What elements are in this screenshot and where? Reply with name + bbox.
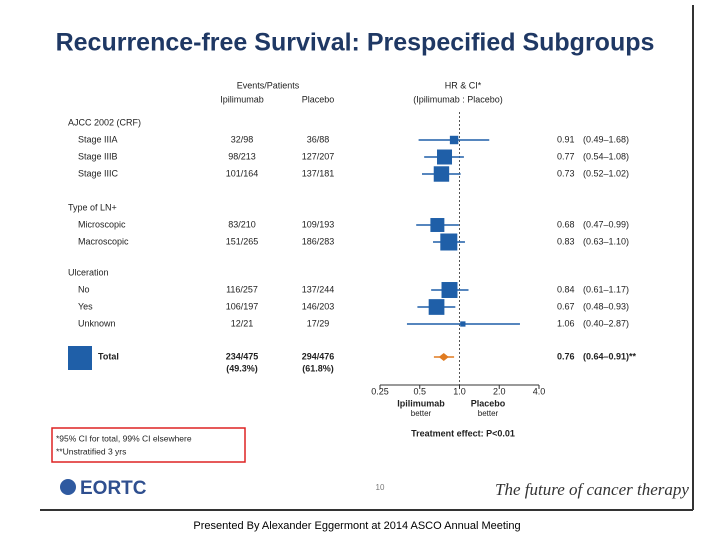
- pct-ipi: (49.3%): [226, 363, 258, 373]
- ci-label: (0.63–1.10): [583, 236, 629, 246]
- header: Ipilimumab: [220, 94, 264, 104]
- group-label: Ulceration: [68, 267, 109, 277]
- events-placebo: 127/207: [302, 151, 335, 161]
- ci-label: (0.49–1.68): [583, 134, 629, 144]
- hr-marker: [449, 135, 459, 145]
- row-label: Yes: [78, 301, 93, 311]
- events-placebo: 17/29: [307, 318, 330, 328]
- x-right-label: better: [478, 409, 499, 418]
- total-label: Total: [98, 351, 119, 361]
- total-diamond: [438, 353, 449, 361]
- header: Placebo: [302, 94, 335, 104]
- footnote: **Unstratified 3 yrs: [56, 446, 126, 456]
- events-placebo: 294/476: [302, 351, 335, 361]
- logo-icon: [60, 479, 76, 495]
- hr-label: 1.06: [557, 318, 575, 328]
- events-ipi: 101/164: [226, 168, 259, 178]
- ci-label: (0.64–0.91)**: [583, 351, 637, 361]
- hr-marker: [441, 282, 458, 298]
- total-marker-icon: [68, 346, 92, 370]
- x-left-label: better: [411, 409, 432, 418]
- header: (Ipilimumab : Placebo): [413, 94, 503, 104]
- footnote: *95% CI for total, 99% CI elsewhere: [56, 433, 192, 443]
- row-label: Stage IIIB: [78, 151, 118, 161]
- row-label: Stage IIIA: [78, 134, 118, 144]
- hr-label: 0.91: [557, 134, 575, 144]
- x-left-label: Ipilimumab: [397, 398, 445, 408]
- ci-label: (0.54–1.08): [583, 151, 629, 161]
- logo-text: EORTC: [80, 478, 147, 499]
- footnote-box: [51, 427, 246, 463]
- chart-title: Recurrence-free Survival: Prespecified S…: [56, 29, 655, 57]
- events-ipi: 98/213: [228, 151, 256, 161]
- group-label: Type of LN+: [68, 202, 117, 212]
- events-ipi: 234/475: [226, 351, 259, 361]
- events-ipi: 12/21: [231, 318, 254, 328]
- events-ipi: 116/257: [226, 284, 258, 294]
- hr-marker: [440, 233, 458, 251]
- row-label: Unknown: [78, 318, 116, 328]
- x-tick-label: 0.25: [371, 386, 389, 396]
- row-label: Stage IIIC: [78, 168, 119, 178]
- logo: EORTC: [60, 478, 147, 499]
- hr-label: 0.68: [557, 219, 575, 229]
- hr-label: 0.73: [557, 168, 575, 178]
- hr-label: 0.76: [557, 351, 575, 361]
- hr-marker: [460, 321, 466, 327]
- events-placebo: 137/181: [302, 168, 335, 178]
- hr-label: 0.67: [557, 301, 575, 311]
- events-placebo: 137/244: [302, 284, 335, 294]
- hr-label: 0.83: [557, 236, 575, 246]
- ci-label: (0.47–0.99): [583, 219, 629, 229]
- effect-label: Treatment effect: P<0.01: [411, 428, 515, 438]
- events-placebo: 109/193: [302, 219, 335, 229]
- events-placebo: 146/203: [302, 301, 335, 311]
- ci-label: (0.48–0.93): [583, 301, 629, 311]
- group-label: AJCC 2002 (CRF): [68, 117, 141, 127]
- pct-placebo: (61.8%): [302, 363, 334, 373]
- hr-label: 0.84: [557, 284, 575, 294]
- x-tick-label: 4.0: [533, 386, 546, 396]
- x-tick-label: 1.0: [453, 386, 466, 396]
- events-placebo: 36/88: [307, 134, 330, 144]
- ci-label: (0.40–2.87): [583, 318, 629, 328]
- events-ipi: 106/197: [226, 301, 259, 311]
- row-label: Microscopic: [78, 219, 126, 229]
- header: Events/Patients: [237, 80, 300, 90]
- x-tick-label: 2.0: [493, 386, 506, 396]
- hr-label: 0.77: [557, 151, 575, 161]
- hr-marker: [433, 166, 450, 182]
- events-placebo: 186/283: [302, 236, 335, 246]
- hr-marker: [428, 299, 445, 315]
- ci-label: (0.52–1.02): [583, 168, 629, 178]
- events-ipi: 32/98: [231, 134, 254, 144]
- page-number: 10: [376, 483, 385, 492]
- header: HR & CI*: [445, 80, 482, 90]
- ci-label: (0.61–1.17): [583, 284, 629, 294]
- events-ipi: 83/210: [228, 219, 256, 229]
- tagline: The future of cancer therapy: [495, 480, 689, 499]
- x-tick-label: 0.5: [413, 386, 426, 396]
- events-ipi: 151/265: [226, 236, 259, 246]
- row-label: Macroscopic: [78, 236, 129, 246]
- hr-marker: [437, 149, 453, 165]
- hr-marker: [430, 218, 445, 232]
- x-right-label: Placebo: [471, 398, 506, 408]
- row-label: No: [78, 284, 90, 294]
- caption: Presented By Alexander Eggermont at 2014…: [193, 520, 520, 532]
